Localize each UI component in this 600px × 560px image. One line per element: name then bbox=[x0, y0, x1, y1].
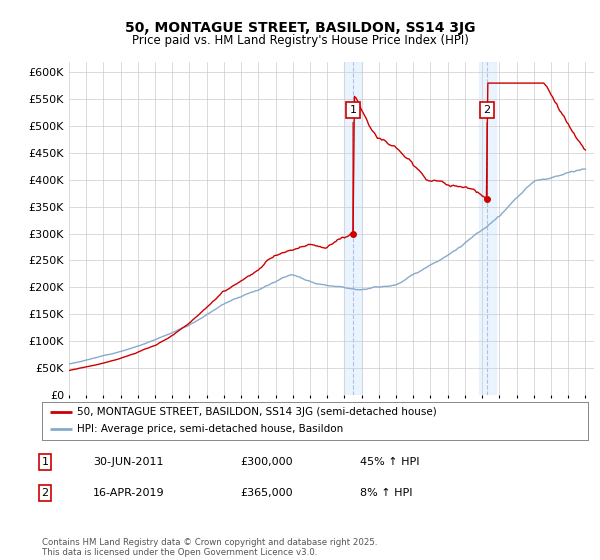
Text: 50, MONTAGUE STREET, BASILDON, SS14 3JG: 50, MONTAGUE STREET, BASILDON, SS14 3JG bbox=[125, 21, 475, 35]
Text: 8% ↑ HPI: 8% ↑ HPI bbox=[360, 488, 413, 498]
Text: Price paid vs. HM Land Registry's House Price Index (HPI): Price paid vs. HM Land Registry's House … bbox=[131, 34, 469, 46]
Text: 16-APR-2019: 16-APR-2019 bbox=[93, 488, 164, 498]
Bar bbox=[479, 62, 496, 395]
Text: 2: 2 bbox=[484, 105, 491, 115]
Text: Contains HM Land Registry data © Crown copyright and database right 2025.
This d: Contains HM Land Registry data © Crown c… bbox=[42, 538, 377, 557]
Text: 1: 1 bbox=[41, 457, 49, 467]
Text: 1: 1 bbox=[350, 105, 356, 115]
Text: £365,000: £365,000 bbox=[240, 488, 293, 498]
Text: 2: 2 bbox=[41, 488, 49, 498]
Bar bbox=[344, 62, 362, 395]
Text: 30-JUN-2011: 30-JUN-2011 bbox=[93, 457, 163, 467]
Text: 45% ↑ HPI: 45% ↑ HPI bbox=[360, 457, 419, 467]
Text: £300,000: £300,000 bbox=[240, 457, 293, 467]
Text: HPI: Average price, semi-detached house, Basildon: HPI: Average price, semi-detached house,… bbox=[77, 424, 344, 435]
Text: 50, MONTAGUE STREET, BASILDON, SS14 3JG (semi-detached house): 50, MONTAGUE STREET, BASILDON, SS14 3JG … bbox=[77, 407, 437, 417]
